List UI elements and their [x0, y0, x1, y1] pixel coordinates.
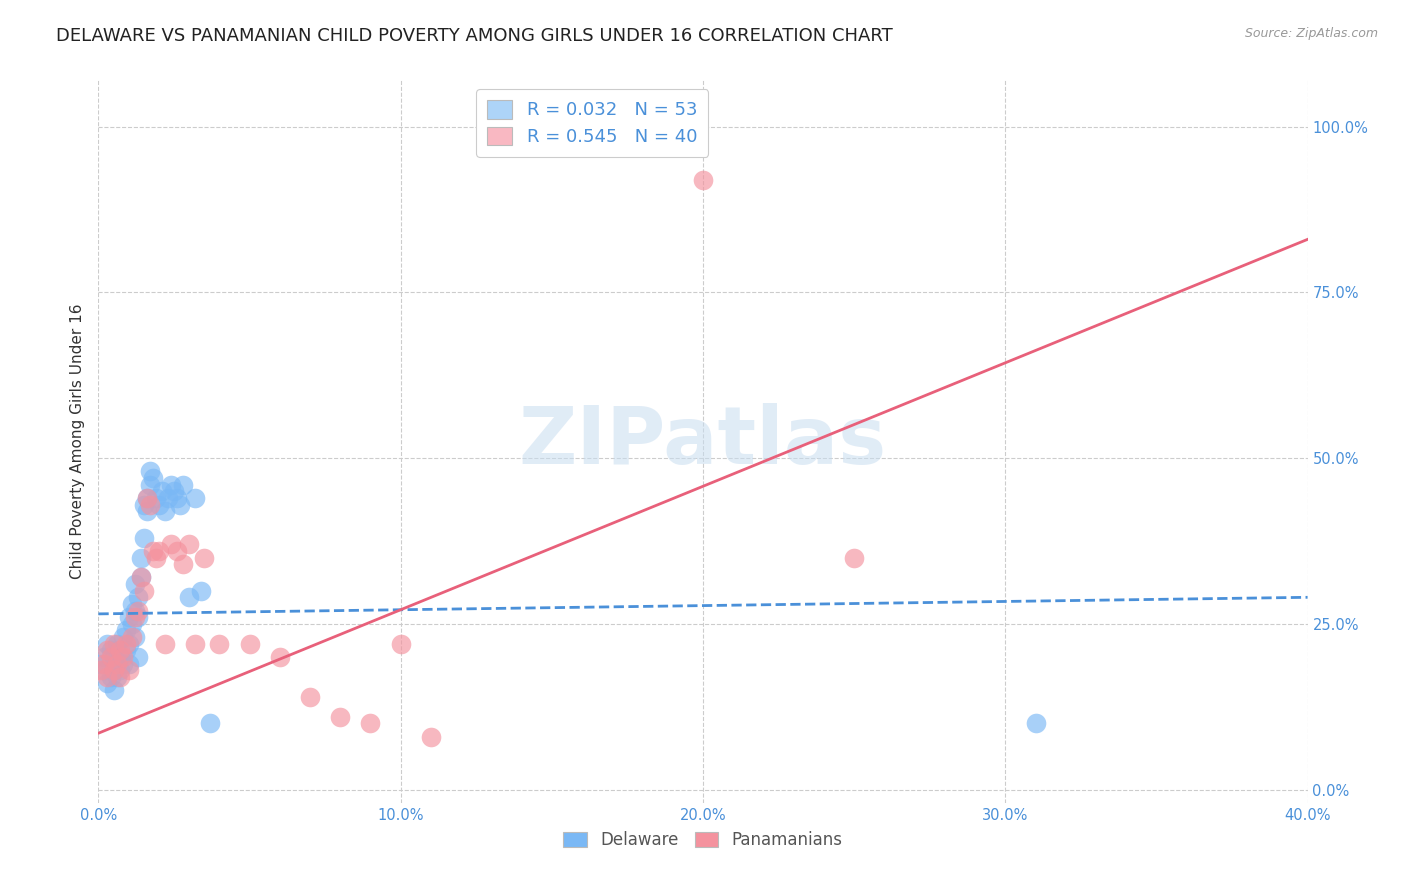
Point: [111, 630, 134, 644]
Point: [121, 616, 143, 631]
Point: [124, 630, 146, 644]
Point: [208, 637, 231, 651]
Point: [153, 637, 176, 651]
Point: [105, 657, 128, 671]
Point: [269, 650, 291, 665]
Legend: Delaware, Panamanians: Delaware, Panamanians: [557, 824, 849, 856]
Point: [153, 504, 176, 518]
Point: [145, 491, 167, 505]
Point: [114, 637, 136, 651]
Point: [108, 670, 131, 684]
Point: [132, 498, 155, 512]
Point: [100, 643, 122, 657]
Point: [93, 657, 115, 671]
Point: [163, 484, 186, 499]
Point: [124, 603, 146, 617]
Point: [114, 624, 136, 638]
Point: [111, 650, 134, 665]
Point: [127, 610, 149, 624]
Point: [118, 637, 141, 651]
Point: [96, 637, 118, 651]
Point: [108, 663, 131, 677]
Point: [166, 544, 188, 558]
Point: [118, 663, 141, 677]
Point: [156, 491, 179, 505]
Point: [103, 663, 125, 677]
Point: [190, 583, 212, 598]
Point: [389, 637, 412, 651]
Point: [100, 650, 122, 665]
Point: [160, 477, 183, 491]
Point: [166, 491, 188, 505]
Point: [90, 663, 112, 677]
Point: [103, 637, 125, 651]
Point: [360, 716, 382, 731]
Point: [103, 683, 125, 698]
Point: [105, 670, 128, 684]
Point: [139, 498, 162, 512]
Point: [172, 477, 194, 491]
Point: [127, 591, 149, 605]
Point: [121, 630, 143, 644]
Point: [96, 676, 118, 690]
Text: ZIPatlas: ZIPatlas: [519, 402, 887, 481]
Point: [239, 637, 262, 651]
Point: [145, 550, 167, 565]
Point: [124, 577, 146, 591]
Point: [127, 650, 149, 665]
Point: [139, 464, 162, 478]
Point: [118, 610, 141, 624]
Point: [129, 550, 152, 565]
Point: [139, 477, 162, 491]
Point: [132, 531, 155, 545]
Y-axis label: Child Poverty Among Girls Under 16: Child Poverty Among Girls Under 16: [69, 304, 84, 579]
Point: [169, 498, 191, 512]
Point: [93, 663, 115, 677]
Point: [179, 591, 201, 605]
Point: [200, 716, 222, 731]
Point: [100, 670, 122, 684]
Point: [135, 491, 157, 505]
Text: DELAWARE VS PANAMANIAN CHILD POVERTY AMONG GIRLS UNDER 16 CORRELATION CHART: DELAWARE VS PANAMANIAN CHILD POVERTY AMO…: [56, 27, 893, 45]
Point: [93, 650, 115, 665]
Point: [160, 537, 183, 551]
Point: [135, 504, 157, 518]
Point: [132, 583, 155, 598]
Point: [118, 657, 141, 671]
Point: [114, 643, 136, 657]
Point: [103, 650, 125, 665]
Point: [96, 643, 118, 657]
Point: [90, 657, 112, 671]
Point: [129, 570, 152, 584]
Point: [179, 537, 201, 551]
Point: [193, 550, 215, 565]
Point: [299, 690, 322, 704]
Point: [127, 603, 149, 617]
Point: [108, 643, 131, 657]
Point: [121, 597, 143, 611]
Point: [184, 637, 207, 651]
Text: Source: ZipAtlas.com: Source: ZipAtlas.com: [1244, 27, 1378, 40]
Point: [172, 557, 194, 571]
Point: [105, 637, 128, 651]
Point: [129, 570, 152, 584]
Point: [844, 550, 866, 565]
Point: [184, 491, 207, 505]
Point: [142, 544, 165, 558]
Point: [142, 471, 165, 485]
Point: [692, 172, 714, 186]
Point: [96, 670, 118, 684]
Point: [1024, 716, 1046, 731]
Point: [148, 498, 170, 512]
Point: [103, 663, 125, 677]
Point: [135, 491, 157, 505]
Point: [108, 650, 131, 665]
Point: [124, 610, 146, 624]
Point: [111, 657, 134, 671]
Point: [148, 544, 170, 558]
Point: [420, 730, 443, 744]
Point: [329, 709, 352, 723]
Point: [150, 484, 173, 499]
